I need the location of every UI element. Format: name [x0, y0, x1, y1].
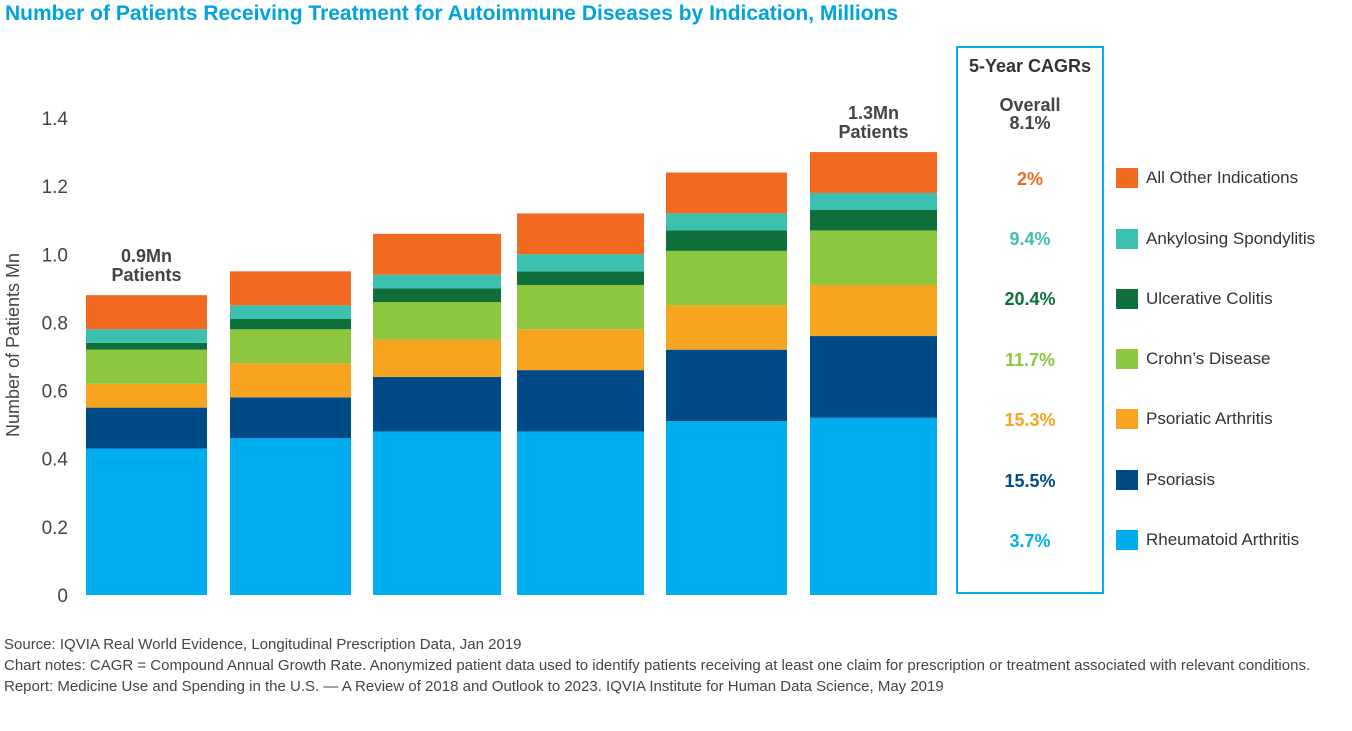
legend-label: Ulcerative Colitis: [1146, 289, 1273, 308]
bar-segment-rheumatoid-arthritis-3: [373, 431, 501, 595]
bar-total-annotation: 0.9Mn: [121, 246, 172, 266]
bar-segment-all-other-indications-3: [373, 233, 501, 275]
bar-segment-crohn-s-disease-3: [373, 301, 501, 340]
cagr-panel: 5-Year CAGRs Overall 8.1% 2% 9.4% 20.4% 11.…: [956, 46, 1104, 594]
bar-segment-psoriatic-arthritis-4: [517, 329, 644, 371]
cagr-value-crohn-s-disease: 11.7%: [1004, 350, 1056, 370]
bar-segment-ankylosing-spondylitis-1: [86, 329, 207, 343]
legend-label: All Other Indications: [1146, 168, 1299, 187]
cagr-value-rheumatoid-arthritis: 3.7%: [1009, 531, 1051, 551]
bar-segment-psoriatic-arthritis-3: [373, 339, 501, 377]
cagr-title: 5-Year CAGRs: [968, 56, 1092, 76]
bar-segment-ankylosing-spondylitis-3: [373, 274, 501, 289]
y-axis-label: Number of Patients Mn: [3, 253, 23, 437]
bar-segment-ulcerative-colitis-5: [666, 230, 787, 251]
bar-segment-rheumatoid-arthritis-1: [86, 448, 207, 595]
cagr-value-ulcerative-colitis: 20.4%: [1004, 289, 1056, 309]
bar-segment-ulcerative-colitis-3: [373, 288, 501, 302]
chart-notes: Chart notes: CAGR = Compound Annual Grow…: [4, 657, 1311, 674]
cagr-overall-value: 8.1%: [1009, 113, 1051, 133]
legend-swatch: [1116, 168, 1138, 188]
footnotes: Source: IQVIA Real World Evidence, Longi…: [4, 634, 1334, 697]
cagr-value-psoriasis: 15.5%: [1004, 471, 1056, 491]
legend-swatch: [1116, 470, 1138, 490]
bar-segment-psoriasis-2: [230, 397, 351, 439]
chart-title: Number of Patients Receiving Treatment f…: [5, 2, 899, 25]
bar-total-annotation: 1.3Mn: [848, 103, 899, 123]
bar-segment-psoriatic-arthritis-2: [230, 363, 351, 398]
y-tick-label: 0.2: [42, 518, 68, 539]
bar-total-annotation: Patients: [838, 122, 908, 142]
bar-segment-psoriatic-arthritis-5: [666, 305, 787, 350]
y-tick-label: 0.8: [42, 313, 68, 334]
bar-segment-crohn-s-disease-1: [86, 349, 207, 384]
cagr-overall-label: Overall: [999, 95, 1061, 115]
bar-segment-psoriasis-1: [86, 407, 207, 449]
bar-segment-ulcerative-colitis-6: [810, 209, 937, 231]
legend-label: Crohn’s Disease: [1146, 349, 1271, 368]
bar-segment-all-other-indications-5: [666, 172, 787, 214]
bar-segment-rheumatoid-arthritis-4: [517, 431, 644, 595]
bar-segment-all-other-indications-4: [517, 213, 644, 255]
bar-segment-psoriasis-6: [810, 336, 937, 418]
bar-segment-ankylosing-spondylitis-2: [230, 305, 351, 320]
bar-segment-crohn-s-disease-6: [810, 230, 937, 285]
bar-segment-psoriatic-arthritis-6: [810, 284, 937, 337]
bar-segment-ankylosing-spondylitis-5: [666, 213, 787, 231]
legend-swatch: [1116, 289, 1138, 309]
bar-segment-ulcerative-colitis-2: [230, 319, 351, 330]
legend-label: Psoriasis: [1146, 470, 1215, 489]
bar-segment-crohn-s-disease-4: [517, 284, 644, 330]
legend-label: Psoriatic Arthritis: [1146, 409, 1273, 428]
y-tick-label: 0.4: [42, 450, 69, 471]
bar-segment-psoriasis-3: [373, 376, 501, 432]
legend-item: Psoriasis: [1116, 470, 1215, 490]
y-tick-label: 1.4: [42, 109, 69, 130]
source-note: Source: IQVIA Real World Evidence, Longi…: [4, 636, 522, 653]
cagr-value-psoriatic-arthritis: 15.3%: [1004, 410, 1056, 430]
bars: [86, 152, 937, 595]
bar-segment-rheumatoid-arthritis-5: [666, 421, 787, 595]
y-tick-label: 0: [57, 586, 68, 607]
legend-item: Ankylosing Spondylitis: [1116, 229, 1315, 249]
legend-item: Ulcerative Colitis: [1116, 289, 1273, 309]
bar-segment-ulcerative-colitis-4: [517, 271, 644, 285]
bar-total-annotation: Patients: [111, 265, 181, 285]
bar-segment-ulcerative-colitis-1: [86, 342, 207, 350]
bar-segment-crohn-s-disease-5: [666, 250, 787, 306]
y-axis: 0 0.2 0.4 0.6 0.8 1.0 1.2 1.4: [42, 109, 69, 607]
legend-swatch: [1116, 530, 1138, 550]
bar-segment-psoriasis-4: [517, 370, 644, 432]
legend-item: All Other Indications: [1116, 168, 1298, 188]
legend-swatch: [1116, 409, 1138, 429]
bar-segment-ankylosing-spondylitis-6: [810, 192, 937, 210]
bar-segment-all-other-indications-6: [810, 152, 937, 193]
y-tick-label: 1.0: [42, 245, 68, 266]
cagr-overall: Overall 8.1%: [958, 96, 1102, 132]
legend-item: Crohn’s Disease: [1116, 349, 1270, 369]
legend-swatch: [1116, 229, 1138, 249]
y-tick-label: 0.6: [42, 382, 68, 403]
legend-item: Psoriatic Arthritis: [1116, 409, 1273, 429]
bar-segment-psoriatic-arthritis-1: [86, 383, 207, 408]
legend-item: Rheumatoid Arthritis: [1116, 530, 1299, 550]
bar-segment-rheumatoid-arthritis-6: [810, 417, 937, 595]
report-note: Report: Medicine Use and Spending in the…: [4, 678, 944, 695]
bar-segment-psoriasis-5: [666, 349, 787, 422]
bar-segment-all-other-indications-2: [230, 271, 351, 306]
y-tick-label: 1.2: [42, 177, 68, 198]
bar-segment-crohn-s-disease-2: [230, 329, 351, 364]
legend-swatch: [1116, 349, 1138, 369]
legend-label: Rheumatoid Arthritis: [1146, 530, 1300, 549]
cagr-value-all-other-indications: 2%: [1016, 169, 1043, 189]
bar-segment-ankylosing-spondylitis-4: [517, 254, 644, 272]
bar-segment-all-other-indications-1: [86, 295, 207, 330]
legend-label: Ankylosing Spondylitis: [1146, 229, 1316, 248]
cagr-value-ankylosing-spondylitis: 9.4%: [1009, 229, 1051, 249]
bar-segment-rheumatoid-arthritis-2: [230, 438, 351, 595]
